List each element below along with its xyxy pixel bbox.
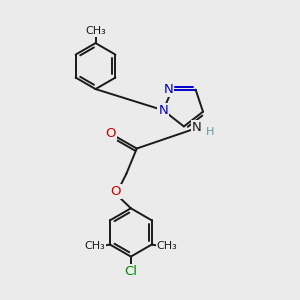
Text: N: N	[164, 83, 173, 96]
Text: Cl: Cl	[124, 266, 137, 278]
Text: N: N	[158, 104, 168, 117]
Text: N: N	[192, 122, 202, 134]
Text: H: H	[206, 127, 214, 137]
Text: CH₃: CH₃	[85, 26, 106, 36]
Text: O: O	[106, 127, 116, 140]
Text: CH₃: CH₃	[157, 241, 178, 251]
Text: CH₃: CH₃	[84, 241, 105, 251]
Text: O: O	[110, 185, 121, 198]
